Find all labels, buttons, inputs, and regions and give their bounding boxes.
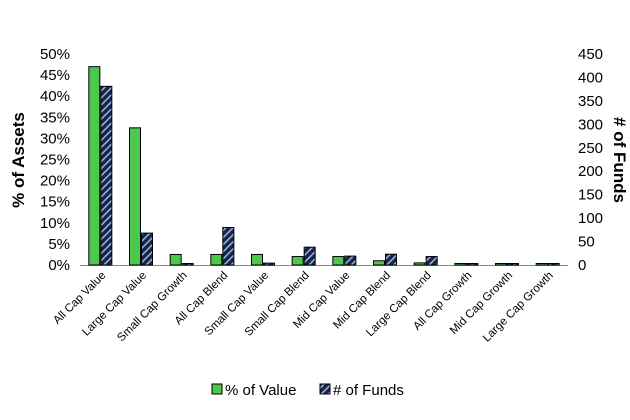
bar-funds (425, 256, 438, 266)
bar-value (251, 253, 263, 266)
left-axis-ticks: 0% 5% 10% 15% 20% 25% 30% 35% 40% 45% 50% (40, 46, 70, 274)
bar-value (413, 262, 426, 266)
y-right-tick-label: 100 (578, 210, 603, 227)
y-left-tick-label: 50% (40, 46, 70, 63)
x-category-label: Large Cap Growth (481, 270, 556, 345)
y-left-tick-label: 40% (40, 88, 70, 105)
bar-funds (507, 263, 519, 266)
y-left-axis-title: % of Assets (9, 112, 28, 208)
legend: % of Value # of Funds (211, 382, 404, 399)
y-right-tick-label: 400 (578, 69, 603, 86)
y-left-tick-label: 10% (40, 215, 70, 232)
bar-funds (181, 263, 194, 266)
y-right-tick-label: 0 (578, 257, 586, 274)
bar-value (88, 66, 101, 266)
bar-funds (263, 262, 275, 266)
y-right-tick-label: 300 (578, 116, 603, 133)
bars (88, 66, 560, 266)
y-left-tick-label: 45% (40, 67, 70, 84)
legend-swatch-value (211, 383, 223, 395)
right-axis-ticks: 0 50 100 150 200 250 300 350 400 450 (578, 46, 603, 274)
bar-value (373, 260, 385, 266)
bar-funds (547, 263, 560, 266)
bar-value (210, 253, 223, 266)
bar-funds (466, 263, 479, 266)
y-right-tick-label: 350 (578, 93, 603, 110)
y-right-axis-title: # of Funds (610, 117, 629, 203)
legend-label-value: % of Value (225, 382, 296, 399)
bar-value (332, 256, 345, 266)
x-category-label: Small Cap Growth (115, 270, 189, 344)
y-left-tick-label: 15% (40, 194, 70, 211)
y-right-tick-label: 150 (578, 187, 603, 204)
y-left-tick-label: 25% (40, 152, 70, 169)
bar-funds (344, 255, 357, 266)
y-left-tick-label: 30% (40, 130, 70, 147)
bar-funds (303, 246, 316, 266)
y-right-tick-label: 250 (578, 140, 603, 157)
bar-value (535, 263, 548, 266)
y-left-tick-label: 20% (40, 173, 70, 190)
legend-label-funds: # of Funds (333, 382, 404, 399)
bar-value (169, 253, 182, 266)
bar-value (129, 127, 141, 266)
y-left-tick-label: 35% (40, 109, 70, 126)
y-left-tick-label: 0% (48, 257, 70, 274)
bar-value (495, 263, 507, 266)
bar-funds (100, 85, 113, 266)
bar-value (454, 263, 467, 266)
bar-funds (385, 253, 397, 266)
y-right-tick-label: 450 (578, 46, 603, 63)
bar-funds (141, 232, 153, 266)
y-right-tick-label: 50 (578, 234, 595, 251)
bar-value (291, 256, 304, 266)
y-left-tick-label: 5% (48, 236, 70, 253)
bar-funds (222, 226, 235, 266)
legend-swatch-funds (319, 383, 331, 395)
y-right-tick-label: 200 (578, 163, 603, 180)
